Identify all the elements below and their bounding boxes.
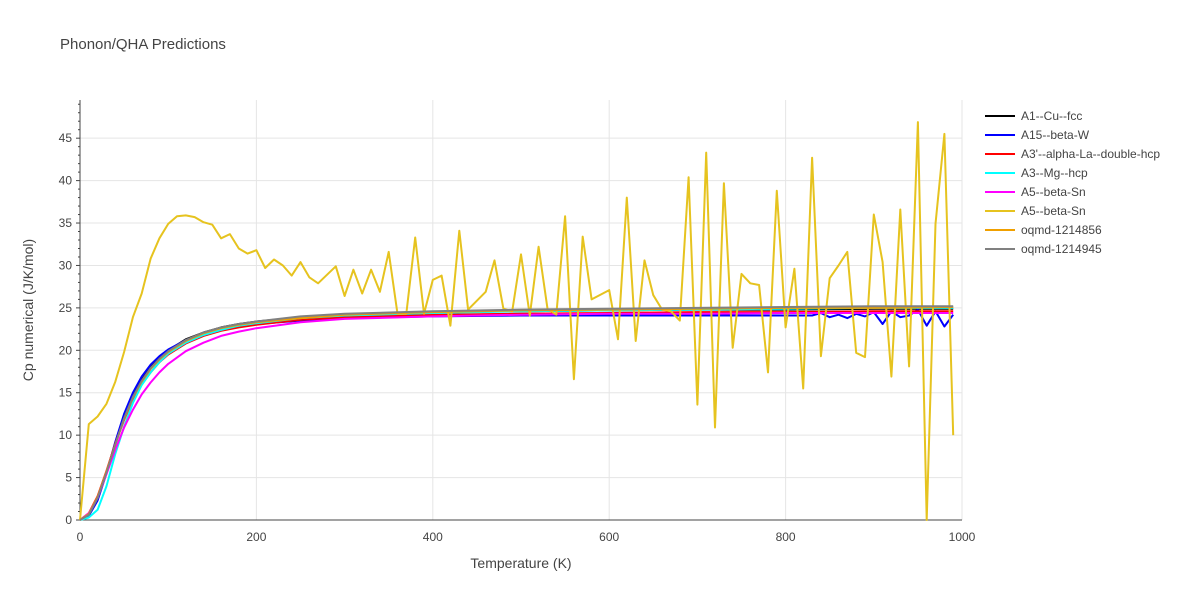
legend-item[interactable]: A5--beta-Sn [985,201,1160,220]
legend-item[interactable]: A5--beta-Sn [985,182,1160,201]
axes: 0 5 10 15 20 25 30 35 40 45 0 200 400 600 800 1000 [59,100,976,544]
legend-label: A15--beta-W [1021,127,1090,142]
legend-item[interactable]: A3--Mg--hcp [985,163,1160,182]
legend-label: A1--Cu--fcc [1021,108,1083,123]
legend-swatch [985,209,1015,212]
legend: A1--Cu--fcc A15--beta-W A3'--alpha-La--dou… [985,106,1160,258]
series [79,121,955,521]
y-tick-label: 40 [59,174,73,188]
series-line-5 [79,121,955,521]
y-tick-label: 45 [59,131,73,145]
x-tick-label: 400 [423,530,443,544]
legend-item[interactable]: oqmd-1214945 [985,239,1160,258]
series-line-4 [79,312,954,521]
y-tick-label: 20 [59,343,73,357]
legend-item[interactable]: A15--beta-W [985,125,1160,144]
x-axis-label: Temperature (K) [470,555,571,571]
chart-title: Phonon/QHA Predictions [60,36,226,53]
x-tick-label: 1000 [949,530,976,544]
y-tick-label: 25 [59,301,73,315]
legend-label: oqmd-1214945 [1021,241,1102,256]
y-tick-label: 10 [59,428,73,442]
legend-item[interactable]: oqmd-1214856 [985,220,1160,239]
series-line-7 [79,305,954,521]
legend-swatch [985,190,1015,193]
legend-item[interactable]: A1--Cu--fcc [985,106,1160,125]
y-tick-label: 15 [59,386,73,400]
legend-swatch [985,152,1015,155]
x-tick-label: 0 [77,530,84,544]
legend-swatch [985,228,1015,231]
legend-label: oqmd-1214856 [1021,222,1102,237]
x-tick-label: 200 [246,530,266,544]
y-tick-label: 0 [65,513,72,527]
legend-label: A5--beta-Sn [1021,184,1086,199]
legend-item[interactable]: A3'--alpha-La--double-hcp [985,144,1160,163]
y-tick-label: 5 [65,471,72,485]
legend-swatch [985,171,1015,174]
x-tick-label: 600 [599,530,619,544]
legend-swatch [985,247,1015,250]
y-tick-label: 35 [59,216,73,230]
series-line-1 [79,308,955,521]
x-tick-label: 800 [776,530,796,544]
legend-swatch [985,133,1015,136]
y-tick-label: 30 [59,258,73,272]
legend-label: A3--Mg--hcp [1021,165,1088,180]
grid [80,100,963,520]
legend-label: A3'--alpha-La--double-hcp [1021,146,1161,161]
legend-label: A5--beta-Sn [1021,203,1086,218]
y-axis-label: Cp numerical (J/K/mol) [20,239,36,381]
legend-swatch [985,114,1015,117]
